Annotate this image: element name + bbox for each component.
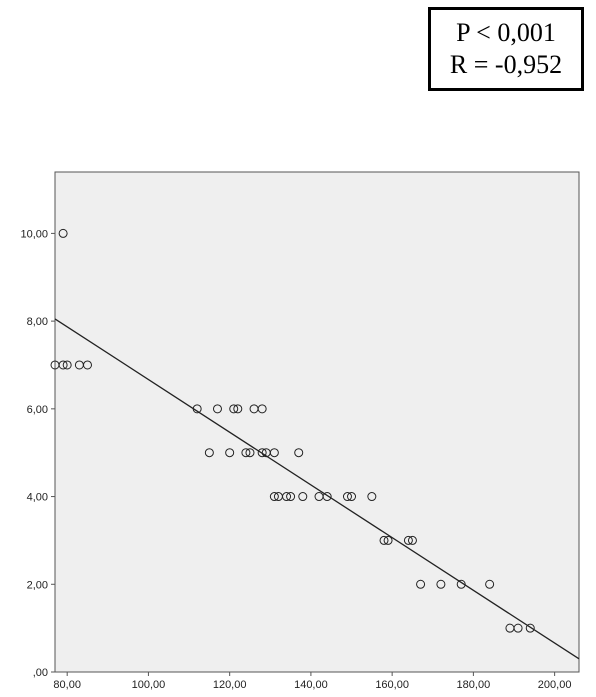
x-tick-label: 120,00 <box>213 679 247 691</box>
plot-area <box>55 172 579 672</box>
y-tick-label: 8,00 <box>27 316 48 328</box>
x-tick-label: 160,00 <box>375 679 409 691</box>
x-tick-label: 80,00 <box>53 679 81 691</box>
x-tick-label: 140,00 <box>294 679 328 691</box>
y-tick-label: 6,00 <box>27 404 48 416</box>
y-tick-label: 4,00 <box>27 492 48 504</box>
x-tick-label: 180,00 <box>457 679 491 691</box>
x-axis: 80,00 100,00 120,00 140,00 160,00 180,00 200,0… <box>53 672 571 691</box>
y-tick-label: ,00 <box>33 667 48 679</box>
y-tick-label: 2,00 <box>27 579 48 591</box>
y-axis: ,00 2,00 4,00 6,00 8,00 10,00 <box>20 228 55 679</box>
x-tick-label: 100,00 <box>132 679 166 691</box>
y-tick-label: 10,00 <box>20 228 48 240</box>
x-tick-label: 200,00 <box>538 679 572 691</box>
